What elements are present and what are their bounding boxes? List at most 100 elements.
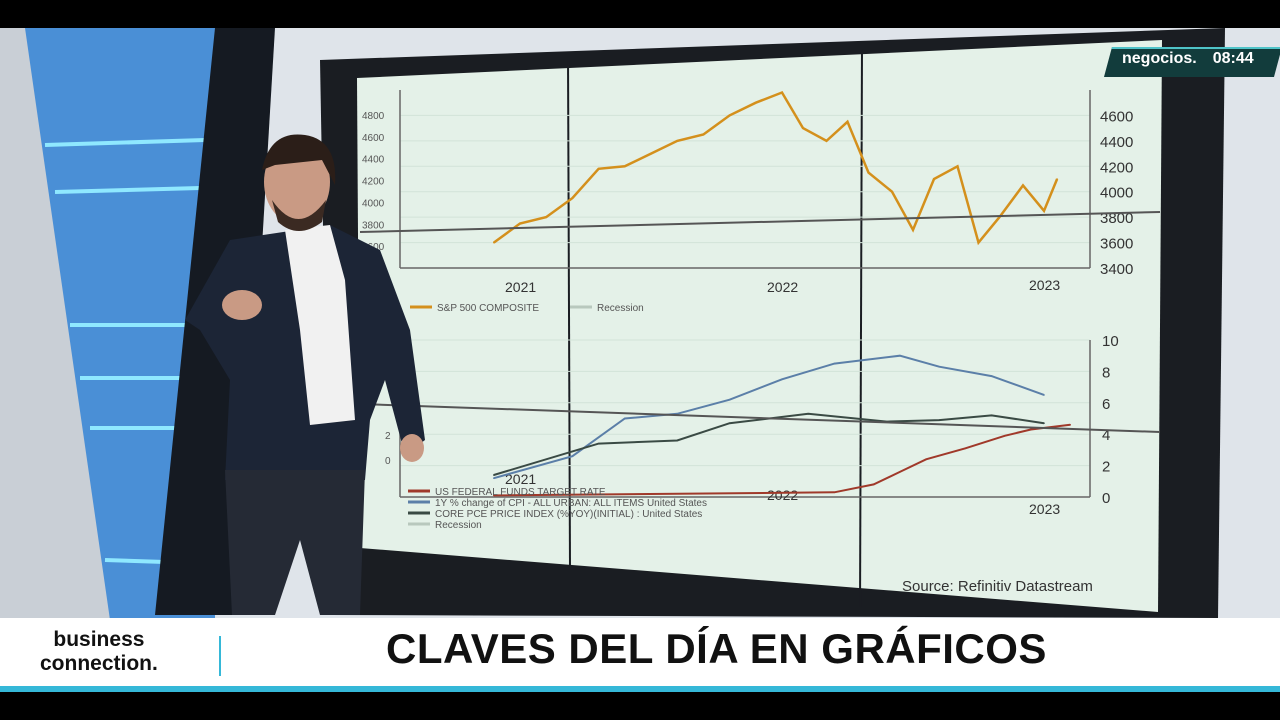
- data-point: [925, 458, 927, 461]
- data-point: [597, 168, 600, 170]
- data-point: [833, 491, 836, 494]
- y-right-tick-label: 8: [1102, 364, 1110, 381]
- data-point: [1056, 178, 1058, 180]
- data-point: [807, 412, 809, 415]
- y-right-tick-label: 4000: [1100, 185, 1133, 202]
- legend-label: Recession: [597, 303, 644, 314]
- studio-light-strips: [44, 138, 206, 564]
- data-point: [755, 101, 757, 104]
- lower-third: [0, 618, 1280, 686]
- data-point: [1069, 423, 1071, 426]
- data-point: [571, 455, 574, 457]
- data-point: [1043, 422, 1045, 425]
- data-point: [990, 375, 993, 377]
- channel-logo: negocios.: [1122, 50, 1197, 67]
- x-tick-label: 2023: [1029, 277, 1060, 293]
- data-point: [899, 354, 901, 357]
- legend-label: Recession: [435, 520, 482, 531]
- data-point: [1022, 184, 1024, 187]
- channel-bug: negocios. 08:44: [1122, 50, 1254, 68]
- chart-screen: [357, 40, 1162, 612]
- data-point: [899, 471, 901, 473]
- data-point: [846, 120, 849, 123]
- x-tick-label: 2021: [505, 279, 536, 295]
- y-right-tick-label: 4600: [1100, 108, 1133, 125]
- screen-seam: [359, 211, 1161, 233]
- y-left-tick-label: 4200: [362, 177, 385, 188]
- data-point: [676, 439, 678, 442]
- data-point: [825, 140, 828, 142]
- lower-third-divider: [219, 636, 221, 676]
- x-tick-label: 2022: [767, 487, 798, 503]
- data-point: [891, 190, 893, 193]
- x-tick-label: 2022: [767, 279, 798, 295]
- data-point: [781, 91, 783, 94]
- legend-label: S&P 500 COMPOSITE: [437, 303, 539, 314]
- x-tick-label: 2021: [505, 471, 536, 487]
- y-right-tick-label: 3600: [1100, 236, 1133, 253]
- data-point: [624, 165, 626, 168]
- data-point: [938, 419, 940, 421]
- y-right-tick-label: 6: [1102, 396, 1110, 413]
- show-logo: business connection.: [40, 628, 158, 676]
- y-left-tick-label: 3800: [362, 220, 385, 231]
- legend-label: CORE PCE PRICE INDEX (%YOY)(INITIAL) : U…: [435, 509, 702, 520]
- y-left-tick-label: 4400: [362, 155, 385, 166]
- x-tick-label: 2023: [1029, 501, 1060, 517]
- data-point: [545, 216, 547, 218]
- data-point: [964, 447, 967, 450]
- data-point: [938, 365, 940, 368]
- data-point: [597, 442, 600, 445]
- data-point: [867, 171, 870, 174]
- y-left-tick-label: 0: [385, 456, 391, 467]
- legend-label: US FEDERAL FUNDS TARGET RATE: [435, 487, 606, 498]
- legend-label: 1Y % change of CPI - ALL URBAN: ALL ITEM…: [435, 498, 707, 509]
- data-point: [519, 222, 521, 225]
- data-point: [493, 477, 495, 479]
- y-right-tick-label: 4200: [1100, 159, 1133, 176]
- data-point: [493, 474, 495, 476]
- data-point: [1030, 428, 1032, 431]
- data-point: [702, 133, 705, 136]
- y-right-tick-label: 4400: [1100, 134, 1133, 151]
- data-point: [956, 165, 959, 168]
- show-logo-line1: business: [53, 628, 145, 651]
- lower-third-accent: [0, 686, 1280, 692]
- data-point: [933, 178, 935, 180]
- y-right-tick-label: 3800: [1100, 210, 1133, 227]
- data-point: [1003, 434, 1006, 437]
- y-left-tick-label: 4000: [362, 198, 385, 209]
- data-point: [624, 417, 626, 420]
- data-point: [650, 152, 652, 155]
- y-right-tick-label: 10: [1102, 333, 1119, 350]
- data-point: [676, 140, 678, 142]
- y-right-tick-label: 3400: [1100, 261, 1133, 278]
- y-left-tick-label: 4600: [362, 133, 385, 144]
- data-point: [1043, 209, 1045, 212]
- data-point: [872, 483, 875, 486]
- clock: 08:44: [1212, 50, 1254, 67]
- presenter: [185, 134, 425, 615]
- y-right-tick-label: 4: [1102, 427, 1110, 444]
- screen-seam: [359, 403, 1161, 433]
- data-point: [781, 378, 783, 381]
- source-label: Source: Refinitiv Datastream: [902, 578, 1093, 595]
- y-left-tick-label: 4800: [362, 111, 385, 122]
- y-left-tick-label: 2: [385, 431, 391, 442]
- y-right-tick-label: 2: [1102, 459, 1110, 476]
- data-point: [728, 114, 731, 117]
- data-point: [912, 229, 914, 231]
- data-point: [493, 241, 495, 244]
- data-point: [493, 494, 495, 497]
- y-right-tick-label: 0: [1102, 490, 1110, 507]
- data-point: [571, 197, 574, 199]
- data-point: [802, 127, 804, 129]
- data-point: [977, 241, 980, 244]
- data-point: [1043, 394, 1045, 396]
- show-logo-line2: connection.: [40, 652, 158, 675]
- data-point: [728, 398, 731, 401]
- data-point: [728, 422, 731, 425]
- headline: CLAVES DEL DÍA EN GRÁFICOS: [386, 625, 1047, 672]
- data-point: [833, 362, 836, 365]
